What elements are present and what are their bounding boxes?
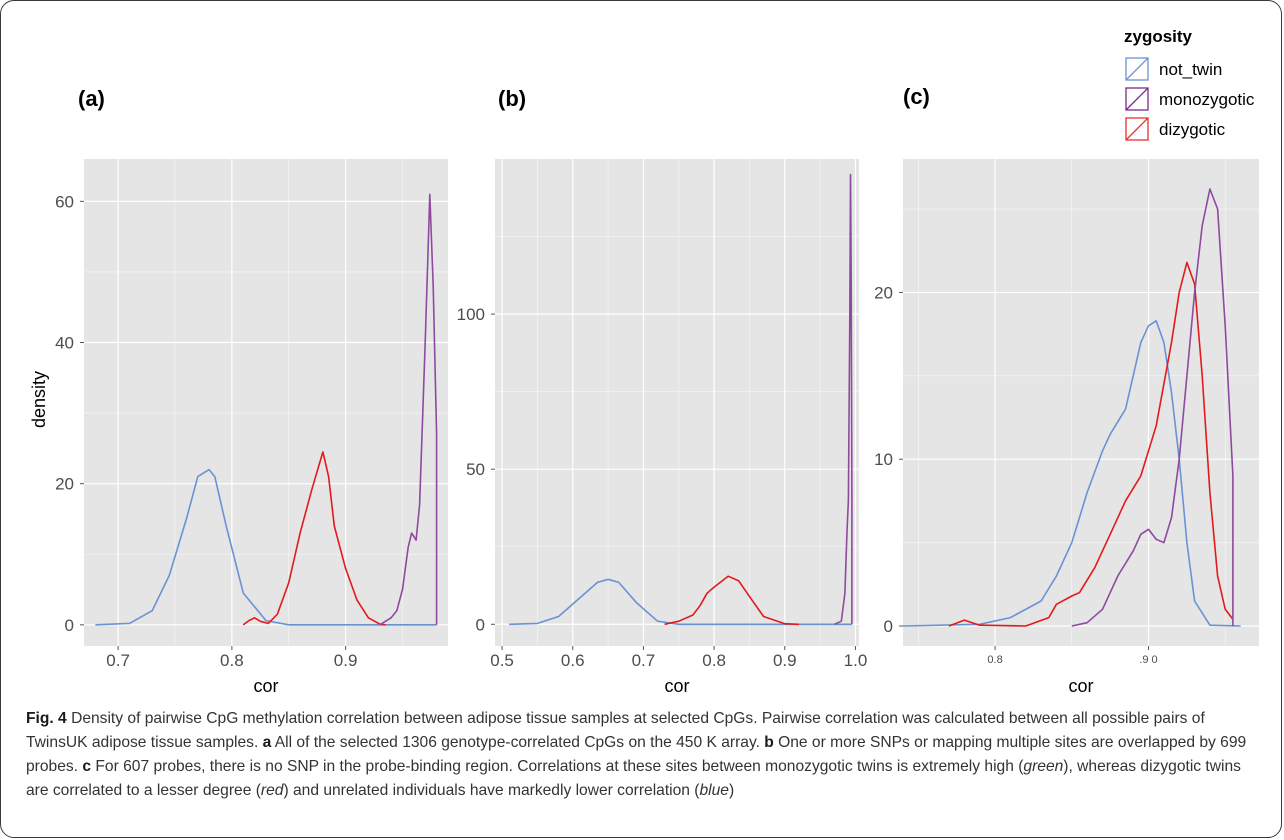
panel-label: (c) — [903, 84, 930, 109]
panel-label: (b) — [498, 86, 526, 111]
x-tick-label: 0.7 — [106, 651, 130, 670]
x-axis-title: cor — [664, 676, 689, 696]
caption-fig-label: Fig. 4 — [26, 710, 67, 727]
caption-text-c4: ) — [728, 782, 735, 799]
legend-key-line — [1125, 87, 1149, 111]
legend-label: dizygotic — [1159, 120, 1226, 139]
caption-text-c2: ), whereas dizygotic twins are correlate… — [26, 758, 1241, 799]
series-line-dizygotic — [664, 575, 799, 626]
series-line-dizygotic — [948, 261, 1234, 627]
x-tick-label: 0.8 — [702, 651, 726, 670]
plot-background — [903, 159, 1259, 646]
series-line-dizygotic — [242, 451, 386, 626]
x-axis-title: cor — [253, 676, 278, 696]
x-tick-label: 0.5 — [490, 651, 514, 670]
y-tick-label: 0 — [476, 615, 485, 634]
y-tick-label: 60 — [55, 192, 74, 211]
y-tick-label: 20 — [55, 475, 74, 494]
y-tick-label: 0 — [884, 617, 893, 636]
legend-label: monozygotic — [1159, 90, 1255, 109]
series-line-not-twin — [509, 578, 852, 626]
legend: zygosity not_twin monozygotic dizygotic — [1124, 27, 1255, 141]
series-line-not-twin — [902, 320, 1241, 627]
x-tick-label: 0.9 — [773, 651, 797, 670]
series-line-monozygotic — [379, 193, 438, 626]
caption-green: green — [1023, 758, 1064, 775]
chart-panel-c: 0.8 .9 0 0 10 20 (c) cor — [874, 84, 1259, 696]
plot-background — [84, 159, 448, 646]
legend-key-line — [1125, 57, 1149, 81]
x-tick-label: 0.8 — [220, 651, 244, 670]
y-tick-label: 100 — [457, 305, 485, 324]
panel-label: (a) — [78, 86, 105, 111]
x-axis-title: cor — [1068, 676, 1093, 696]
y-tick-label: 20 — [874, 283, 893, 302]
caption-text-1: Density of pairwise CpG methylation corr… — [26, 710, 1205, 751]
legend-label: not_twin — [1159, 60, 1222, 79]
caption-text-b: One or more SNPs or mapping multiple sit… — [26, 734, 1247, 775]
series-line-not-twin — [95, 468, 437, 626]
series-line-monozygotic — [1071, 188, 1234, 627]
figure-caption: Fig. 4 Density of pairwise CpG methylati… — [26, 707, 1266, 803]
x-tick-label: .9 0 — [1139, 654, 1157, 666]
y-axis-title: density — [29, 371, 49, 428]
chart-panel-b: 0.5 0.6 0.7 0.8 0.9 1.0 0 50 100 (b) cor — [457, 86, 868, 696]
caption-text-c3: ) and unrelated individuals have markedl… — [283, 782, 700, 799]
x-tick-label: 1.0 — [844, 651, 868, 670]
x-tick-label: 0.9 — [334, 651, 358, 670]
y-tick-label: 50 — [466, 460, 485, 479]
series-line-monozygotic — [833, 173, 853, 626]
caption-text-a: All of the selected 1306 genotype-correl… — [271, 734, 765, 751]
x-tick-label: 0.7 — [632, 651, 656, 670]
caption-label-c: c — [82, 758, 92, 775]
caption-label-b: b — [764, 734, 774, 751]
y-tick-label: 0 — [65, 616, 74, 635]
plot-background — [495, 159, 859, 646]
caption-blue: blue — [699, 782, 729, 799]
chart-panel-a: 0.7 0.8 0.9 0 20 40 60 (a) cor density — [29, 86, 448, 696]
caption-label-a: a — [262, 734, 272, 751]
legend-title: zygosity — [1124, 27, 1193, 46]
y-tick-label: 10 — [874, 450, 893, 469]
x-tick-label: 0.8 — [987, 654, 1002, 666]
caption-text-c1: For 607 probes, there is no SNP in the p… — [91, 758, 1024, 775]
y-tick-label: 40 — [55, 334, 74, 353]
legend-key-line — [1125, 117, 1149, 141]
caption-red: red — [260, 782, 284, 799]
x-tick-label: 0.6 — [561, 651, 585, 670]
